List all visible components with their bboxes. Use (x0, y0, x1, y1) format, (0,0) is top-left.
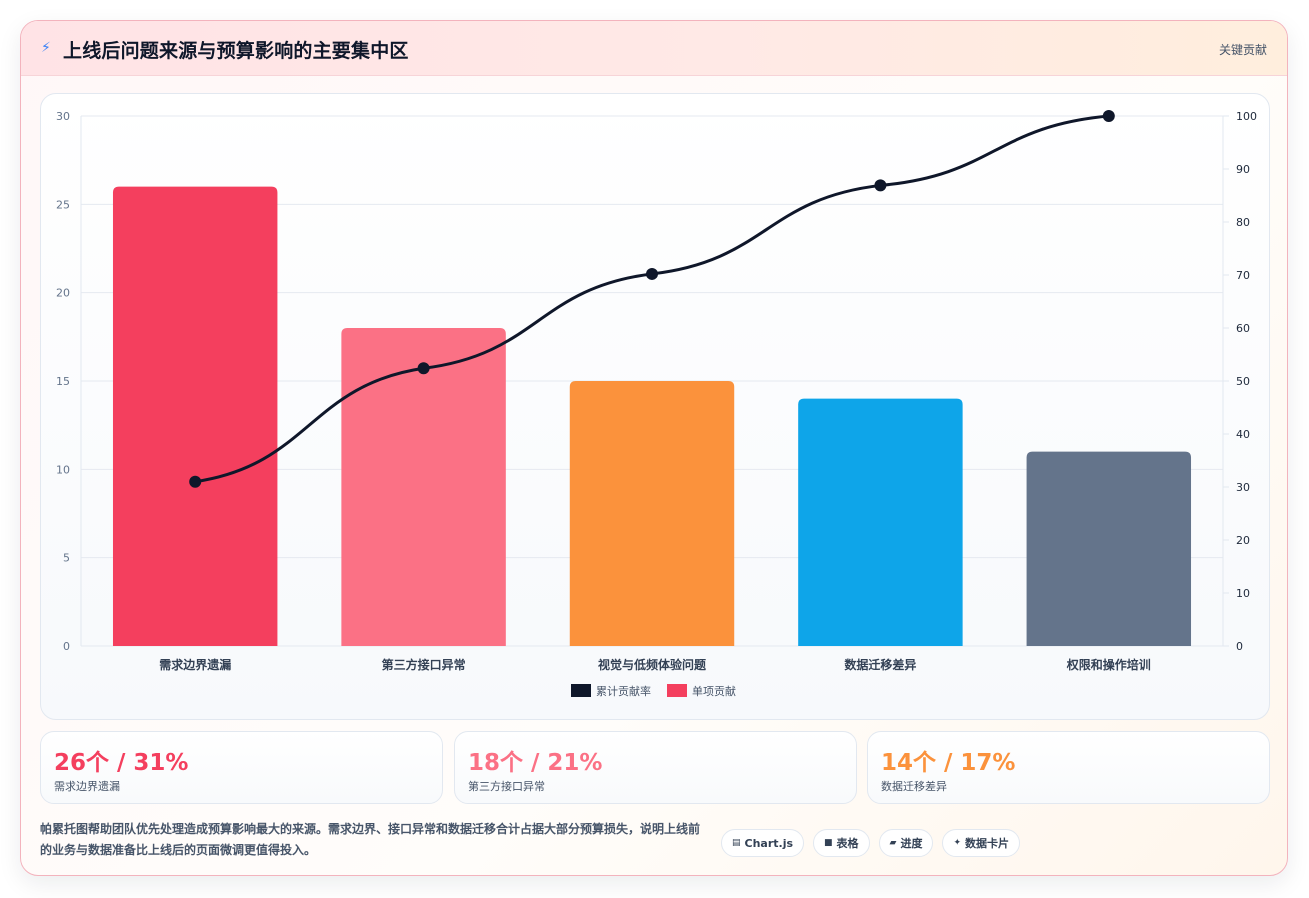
stat-label: 数据迁移差异 (881, 780, 947, 793)
bar-3 (569, 381, 735, 646)
y-tick-label: 25 (56, 198, 70, 211)
chart-note: 帕累托图帮助团队优先处理造成预算影响最大的来源。需求边界、接口异常和数据迁移合计… (40, 822, 701, 857)
stat-card-3: 14个 / 17% 数据迁移差异 (867, 731, 1270, 804)
y2-tick-label: 50 (1236, 375, 1250, 388)
tag-chips: ▤ Chart.js ■ 表格 ▰ 进度 ✦ 数据卡片 (721, 829, 1021, 857)
y2-tick-label: 30 (1236, 481, 1250, 494)
stat-value: 26个 / 31% (54, 750, 189, 776)
stat-value: 18个 / 21% (468, 750, 603, 776)
y2-tick-label: 20 (1236, 534, 1250, 547)
line-point-1 (189, 475, 202, 488)
stat-value: 14个 / 17% (881, 750, 1016, 776)
y2-tick-label: 40 (1236, 428, 1250, 441)
chip-table[interactable]: ■ 表格 (813, 829, 870, 857)
y2-tick-label: 70 (1236, 269, 1250, 282)
chip-label: 数据卡片 (965, 837, 1010, 850)
legend-label-cumulative: 累计贡献率 (596, 684, 651, 698)
chip-progress[interactable]: ▰ 进度 (878, 829, 934, 857)
chip-label: 表格 (836, 837, 859, 850)
lightning-icon: ⚡ (41, 40, 51, 56)
y2-tick-label: 10 (1236, 587, 1250, 600)
x-tick-label: 第三方接口异常 (382, 657, 466, 672)
chip-label: 进度 (900, 837, 923, 850)
chip-chartjs[interactable]: ▤ Chart.js (721, 829, 805, 857)
stat-card-1: 26个 / 31% 需求边界遗漏 (40, 731, 443, 804)
x-tick-label: 需求边界遗漏 (159, 657, 231, 672)
bar-4 (798, 398, 963, 646)
x-tick-label: 权限和操作培训 (1066, 657, 1151, 672)
y2-tick-label: 0 (1236, 640, 1243, 653)
chart-panel: 0 5 10 15 20 25 30 0 10 20 30 40 50 60 70 80 90 100 需求边界遗漏… (40, 93, 1270, 720)
bar-1 (112, 186, 278, 646)
card-title: 上线后问题来源与预算影响的主要集中区 (63, 40, 409, 62)
legend-swatch-cumulative (571, 684, 591, 697)
y-tick-label: 10 (56, 463, 70, 476)
line-point-5 (1102, 110, 1115, 122)
line-point-2 (417, 362, 430, 375)
bar-2 (341, 328, 506, 646)
x-tick-label: 视觉与低频体验问题 (598, 657, 707, 672)
y-tick-label: 20 (56, 287, 70, 300)
pareto-card: ⚡ 上线后问题来源与预算影响的主要集中区 关键贡献 0 5 10 15 20 25 30 0 1… (20, 20, 1288, 876)
legend-swatch-single (667, 684, 687, 697)
line-point-3 (646, 267, 658, 280)
y2-tick-label: 90 (1236, 163, 1250, 176)
chart-icon: ▤ (732, 838, 741, 848)
chip-data-card[interactable]: ✦ 数据卡片 (942, 829, 1021, 857)
y2-tick-label: 60 (1236, 322, 1250, 335)
header-tag: 关键贡献 (1218, 43, 1267, 57)
sparkle-icon: ✦ (953, 838, 962, 848)
card-header: ⚡ 上线后问题来源与预算影响的主要集中区 关键贡献 (21, 21, 1287, 76)
pareto-chart: 0 5 10 15 20 25 30 0 10 20 30 40 50 60 70 80 90 100 需求边界遗漏… (56, 110, 1257, 698)
stat-label: 需求边界遗漏 (54, 780, 120, 793)
stat-card-2: 18个 / 21% 第三方接口异常 (454, 731, 857, 804)
x-tick-label: 数据迁移差异 (844, 657, 916, 672)
y2-tick-label: 80 (1236, 216, 1250, 229)
y-tick-label: 0 (63, 640, 70, 653)
legend-label-single: 单项贡献 (692, 684, 736, 698)
y2-tick-label: 100 (1236, 110, 1257, 123)
progress-icon: ▰ (889, 838, 897, 848)
y-tick-label: 15 (56, 375, 70, 388)
table-icon: ■ (824, 838, 833, 848)
y-tick-label: 30 (56, 110, 70, 123)
bar-5 (1026, 451, 1192, 646)
chip-label: Chart.js (744, 836, 794, 850)
y-tick-label: 5 (63, 552, 70, 565)
line-point-4 (874, 179, 887, 192)
stat-label: 第三方接口异常 (468, 780, 545, 793)
